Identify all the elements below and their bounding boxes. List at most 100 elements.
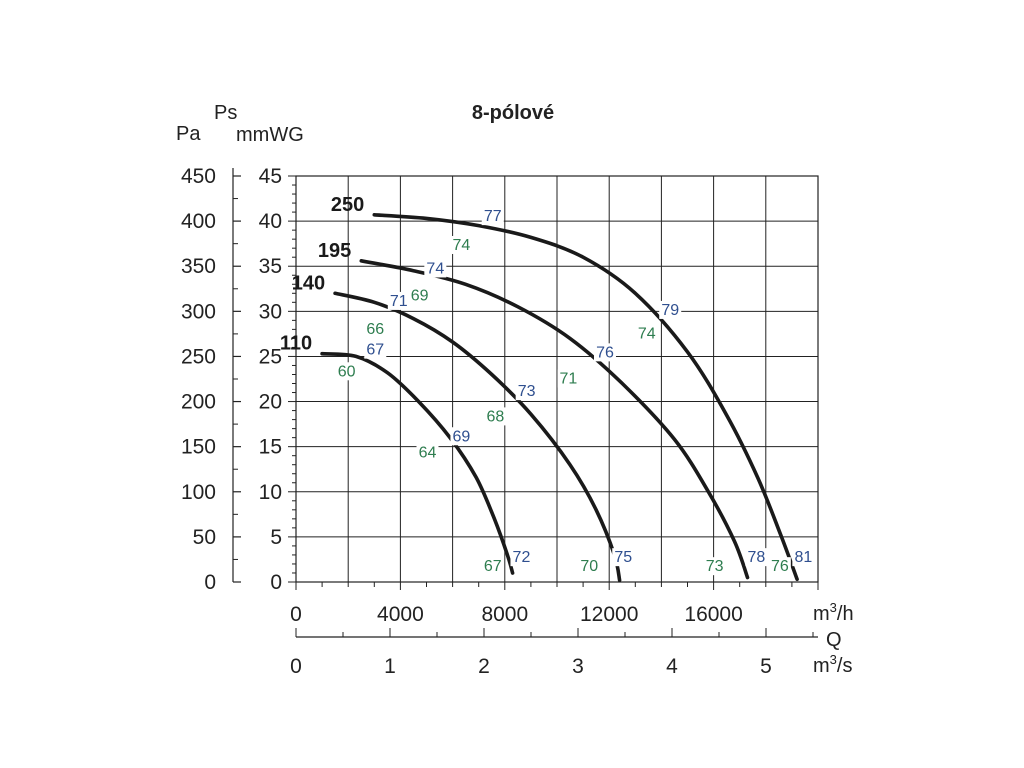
annotation-value: 72	[513, 549, 531, 566]
annotation-value: 67	[366, 342, 384, 359]
y-tick-label-pa: 350	[181, 255, 216, 278]
y-tick-label-mmwg: 20	[259, 391, 282, 414]
y-tick-label-mmwg: 5	[270, 526, 282, 549]
annotation-bg	[792, 548, 815, 567]
x-unit-top-rest: /h	[837, 603, 854, 625]
y-axis-unit-pa: Pa	[176, 123, 201, 145]
annotation-bg	[364, 319, 387, 338]
annotation-bg	[481, 557, 504, 576]
series	[320, 213, 799, 582]
annotation-value: 76	[596, 344, 614, 361]
annotation-bg	[481, 207, 504, 226]
annotation-bg	[635, 324, 658, 343]
x2-tick-label: 1	[384, 655, 396, 678]
y-tick-label-mmwg: 15	[259, 436, 282, 459]
y-tick-label-pa: 200	[181, 391, 216, 414]
annotation-value: 70	[580, 558, 598, 575]
annotation-bg	[450, 427, 473, 446]
annotation-bg	[387, 291, 410, 310]
annotation-value: 74	[453, 237, 471, 254]
annotation-bg	[745, 548, 768, 567]
annotation-value: 60	[338, 363, 356, 380]
grid	[295, 175, 819, 583]
annotation-value: 77	[484, 208, 502, 225]
y-tick-label-pa: 0	[204, 571, 216, 594]
x-tick-label: 0	[290, 603, 302, 626]
x-unit-bottom-rest: /s	[837, 655, 853, 677]
x2-tick-label: 2	[478, 655, 490, 678]
series-label-110: 110	[280, 333, 312, 355]
x-axis-unit-top: m3/h	[813, 600, 854, 625]
annotation-bg	[612, 548, 635, 567]
x-tick-label: 12000	[580, 603, 638, 626]
series-curve-250	[372, 213, 799, 582]
x2-tick-label: 0	[290, 655, 302, 678]
annotation-bg	[364, 340, 387, 359]
x2-tick-label: 3	[572, 655, 584, 678]
series-label-195: 195	[318, 240, 351, 262]
y-tick-label-mmwg: 40	[259, 210, 282, 233]
y-tick-label-pa: 450	[181, 165, 216, 188]
annotation-value: 73	[518, 383, 536, 400]
annotation-bg	[659, 300, 682, 319]
series-label-140: 140	[292, 272, 325, 294]
annotation-value: 71	[390, 293, 408, 310]
x-tick-label: 4000	[377, 603, 424, 626]
series-label-250: 250	[331, 194, 364, 216]
annotation-value: 69	[453, 428, 471, 445]
annotation-value: 64	[419, 444, 437, 461]
annotation-value: 74	[638, 325, 656, 342]
annotation-value: 76	[771, 558, 789, 575]
series-labels: 110 140 195 250	[280, 194, 364, 355]
annotation-bg	[335, 362, 358, 381]
y-tick-label-pa: 400	[181, 210, 216, 233]
series-curve-195	[359, 259, 750, 580]
annotation-bg	[578, 557, 601, 576]
y-tick-label-mmwg: 0	[270, 571, 282, 594]
tick-labels: 0510152025303540450501001502002503003504…	[181, 165, 772, 678]
annotation-bg	[416, 443, 439, 462]
annotation-value: 79	[661, 302, 679, 319]
annotation-bg	[768, 557, 791, 576]
y-tick-label-pa: 250	[181, 345, 216, 368]
y-axis-symbol: Ps	[214, 102, 237, 124]
annotation-value: 74	[426, 260, 444, 277]
y-tick-label-mmwg: 10	[259, 481, 282, 504]
annotation-bg	[424, 259, 447, 278]
y-axis-unit-mmwg: mmWG	[236, 124, 304, 146]
annotation-bg	[703, 557, 726, 576]
chart-title: 8-pólové	[472, 102, 554, 124]
x2-tick-label: 4	[666, 655, 678, 678]
x-unit-top-sup: 3	[830, 600, 837, 615]
axes	[232, 168, 819, 638]
y-tick-label-mmwg: 45	[259, 165, 282, 188]
series-curve-110	[320, 351, 515, 575]
x-axis-symbol: Q	[826, 629, 842, 651]
annotation-value: 66	[366, 321, 384, 338]
x-axis-unit-bottom: m3/s	[813, 652, 852, 677]
y-tick-label-pa: 150	[181, 436, 216, 459]
annotation-value: 67	[484, 558, 502, 575]
y-tick-label-pa: 300	[181, 300, 216, 323]
annotation-value: 73	[706, 558, 724, 575]
annotation-bg	[593, 343, 616, 362]
y-tick-label-pa: 100	[181, 481, 216, 504]
annotation-value: 71	[560, 371, 578, 388]
annotation-value: 69	[411, 288, 429, 305]
annotation-bg	[510, 548, 533, 567]
annotation-value: 68	[486, 408, 504, 425]
annotation-bg	[484, 407, 507, 426]
annotation-value: 78	[747, 549, 765, 566]
annotation-bg	[515, 382, 538, 401]
y-tick-label-mmwg: 25	[259, 345, 282, 368]
x-tick-label: 8000	[481, 603, 528, 626]
x-tick-label: 16000	[684, 603, 742, 626]
y-tick-label-mmwg: 35	[259, 255, 282, 278]
y-tick-label-mmwg: 30	[259, 300, 282, 323]
annotation-bg	[450, 235, 473, 254]
annotation-value: 81	[794, 549, 812, 566]
x2-tick-label: 5	[760, 655, 772, 678]
y-tick-label-pa: 50	[193, 526, 216, 549]
